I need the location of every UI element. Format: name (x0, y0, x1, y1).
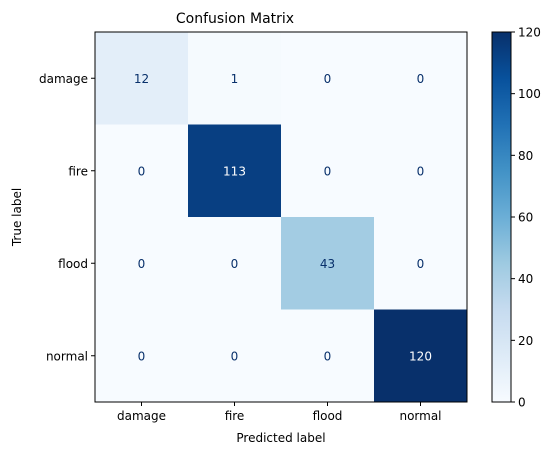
y-tick-label: damage (39, 72, 88, 86)
heatmap-cell (95, 217, 189, 310)
y-axis-label: True label (10, 188, 24, 247)
heatmap-cell (95, 309, 189, 403)
heatmap-frame (94, 31, 468, 403)
heatmap-cell (95, 124, 189, 218)
colorbar (491, 31, 512, 403)
cell-value-label: 12 (134, 72, 149, 86)
heatmap-cell-labels: 12 1 0 0 0 113 0 0 0 0 43 0 0 0 0 120 (134, 72, 432, 364)
cell-value-label: 0 (417, 72, 425, 86)
cell-value-label: 43 (320, 257, 335, 271)
cell-value-label: 120 (409, 349, 432, 363)
cell-value-label: 0 (324, 164, 332, 178)
cell-value-label: 1 (231, 72, 239, 86)
heatmap-cell (95, 32, 189, 125)
cell-value-label: 113 (223, 164, 246, 178)
chart-title: Confusion Matrix (176, 11, 294, 27)
cell-value-label: 0 (417, 164, 425, 178)
y-tick-label: normal (46, 349, 88, 363)
heatmap-cell (188, 32, 282, 125)
heatmap-cell (374, 217, 468, 310)
colorbar-tick-label: 0 (518, 396, 526, 410)
x-axis-label: Predicted label (236, 431, 325, 445)
cell-value-label: 0 (231, 349, 239, 363)
colorbar-tick-label: 80 (518, 149, 533, 163)
colorbar-tick-label: 20 (518, 334, 533, 348)
heatmap-cell (374, 309, 468, 403)
cell-value-label: 0 (138, 257, 146, 271)
colorbar-tick-label: 60 (518, 211, 533, 225)
y-tick-label: fire (68, 164, 88, 178)
cell-value-label: 0 (324, 72, 332, 86)
heatmap-cell (281, 309, 375, 403)
cell-value-label: 0 (231, 257, 239, 271)
colorbar-ticks: 0 20 40 60 80 100 120 (511, 26, 541, 410)
x-axis-ticks: damage fire flood normal (117, 402, 442, 423)
cell-value-label: 0 (138, 349, 146, 363)
heatmap-cell (374, 124, 468, 218)
cell-value-label: 0 (324, 349, 332, 363)
colorbar-tick-label: 40 (518, 272, 533, 286)
x-tick-label: fire (225, 409, 245, 423)
heatmap-cell (188, 124, 282, 218)
cell-value-label: 0 (417, 257, 425, 271)
x-tick-label: normal (399, 409, 441, 423)
heatmap-cell (188, 309, 282, 403)
heatmap-cells (95, 32, 468, 403)
heatmap-cell (281, 217, 375, 310)
heatmap-cell (281, 32, 375, 125)
y-axis-ticks: damage fire flood normal (39, 72, 95, 363)
colorbar-tick-label: 100 (518, 87, 541, 101)
cell-value-label: 0 (138, 164, 146, 178)
heatmap-cell (188, 217, 282, 310)
heatmap-cell (374, 32, 468, 125)
x-tick-label: damage (117, 409, 166, 423)
x-tick-label: flood (313, 409, 343, 423)
y-tick-label: flood (58, 257, 88, 271)
colorbar-tick-label: 120 (518, 26, 541, 40)
heatmap-cell (281, 124, 375, 218)
